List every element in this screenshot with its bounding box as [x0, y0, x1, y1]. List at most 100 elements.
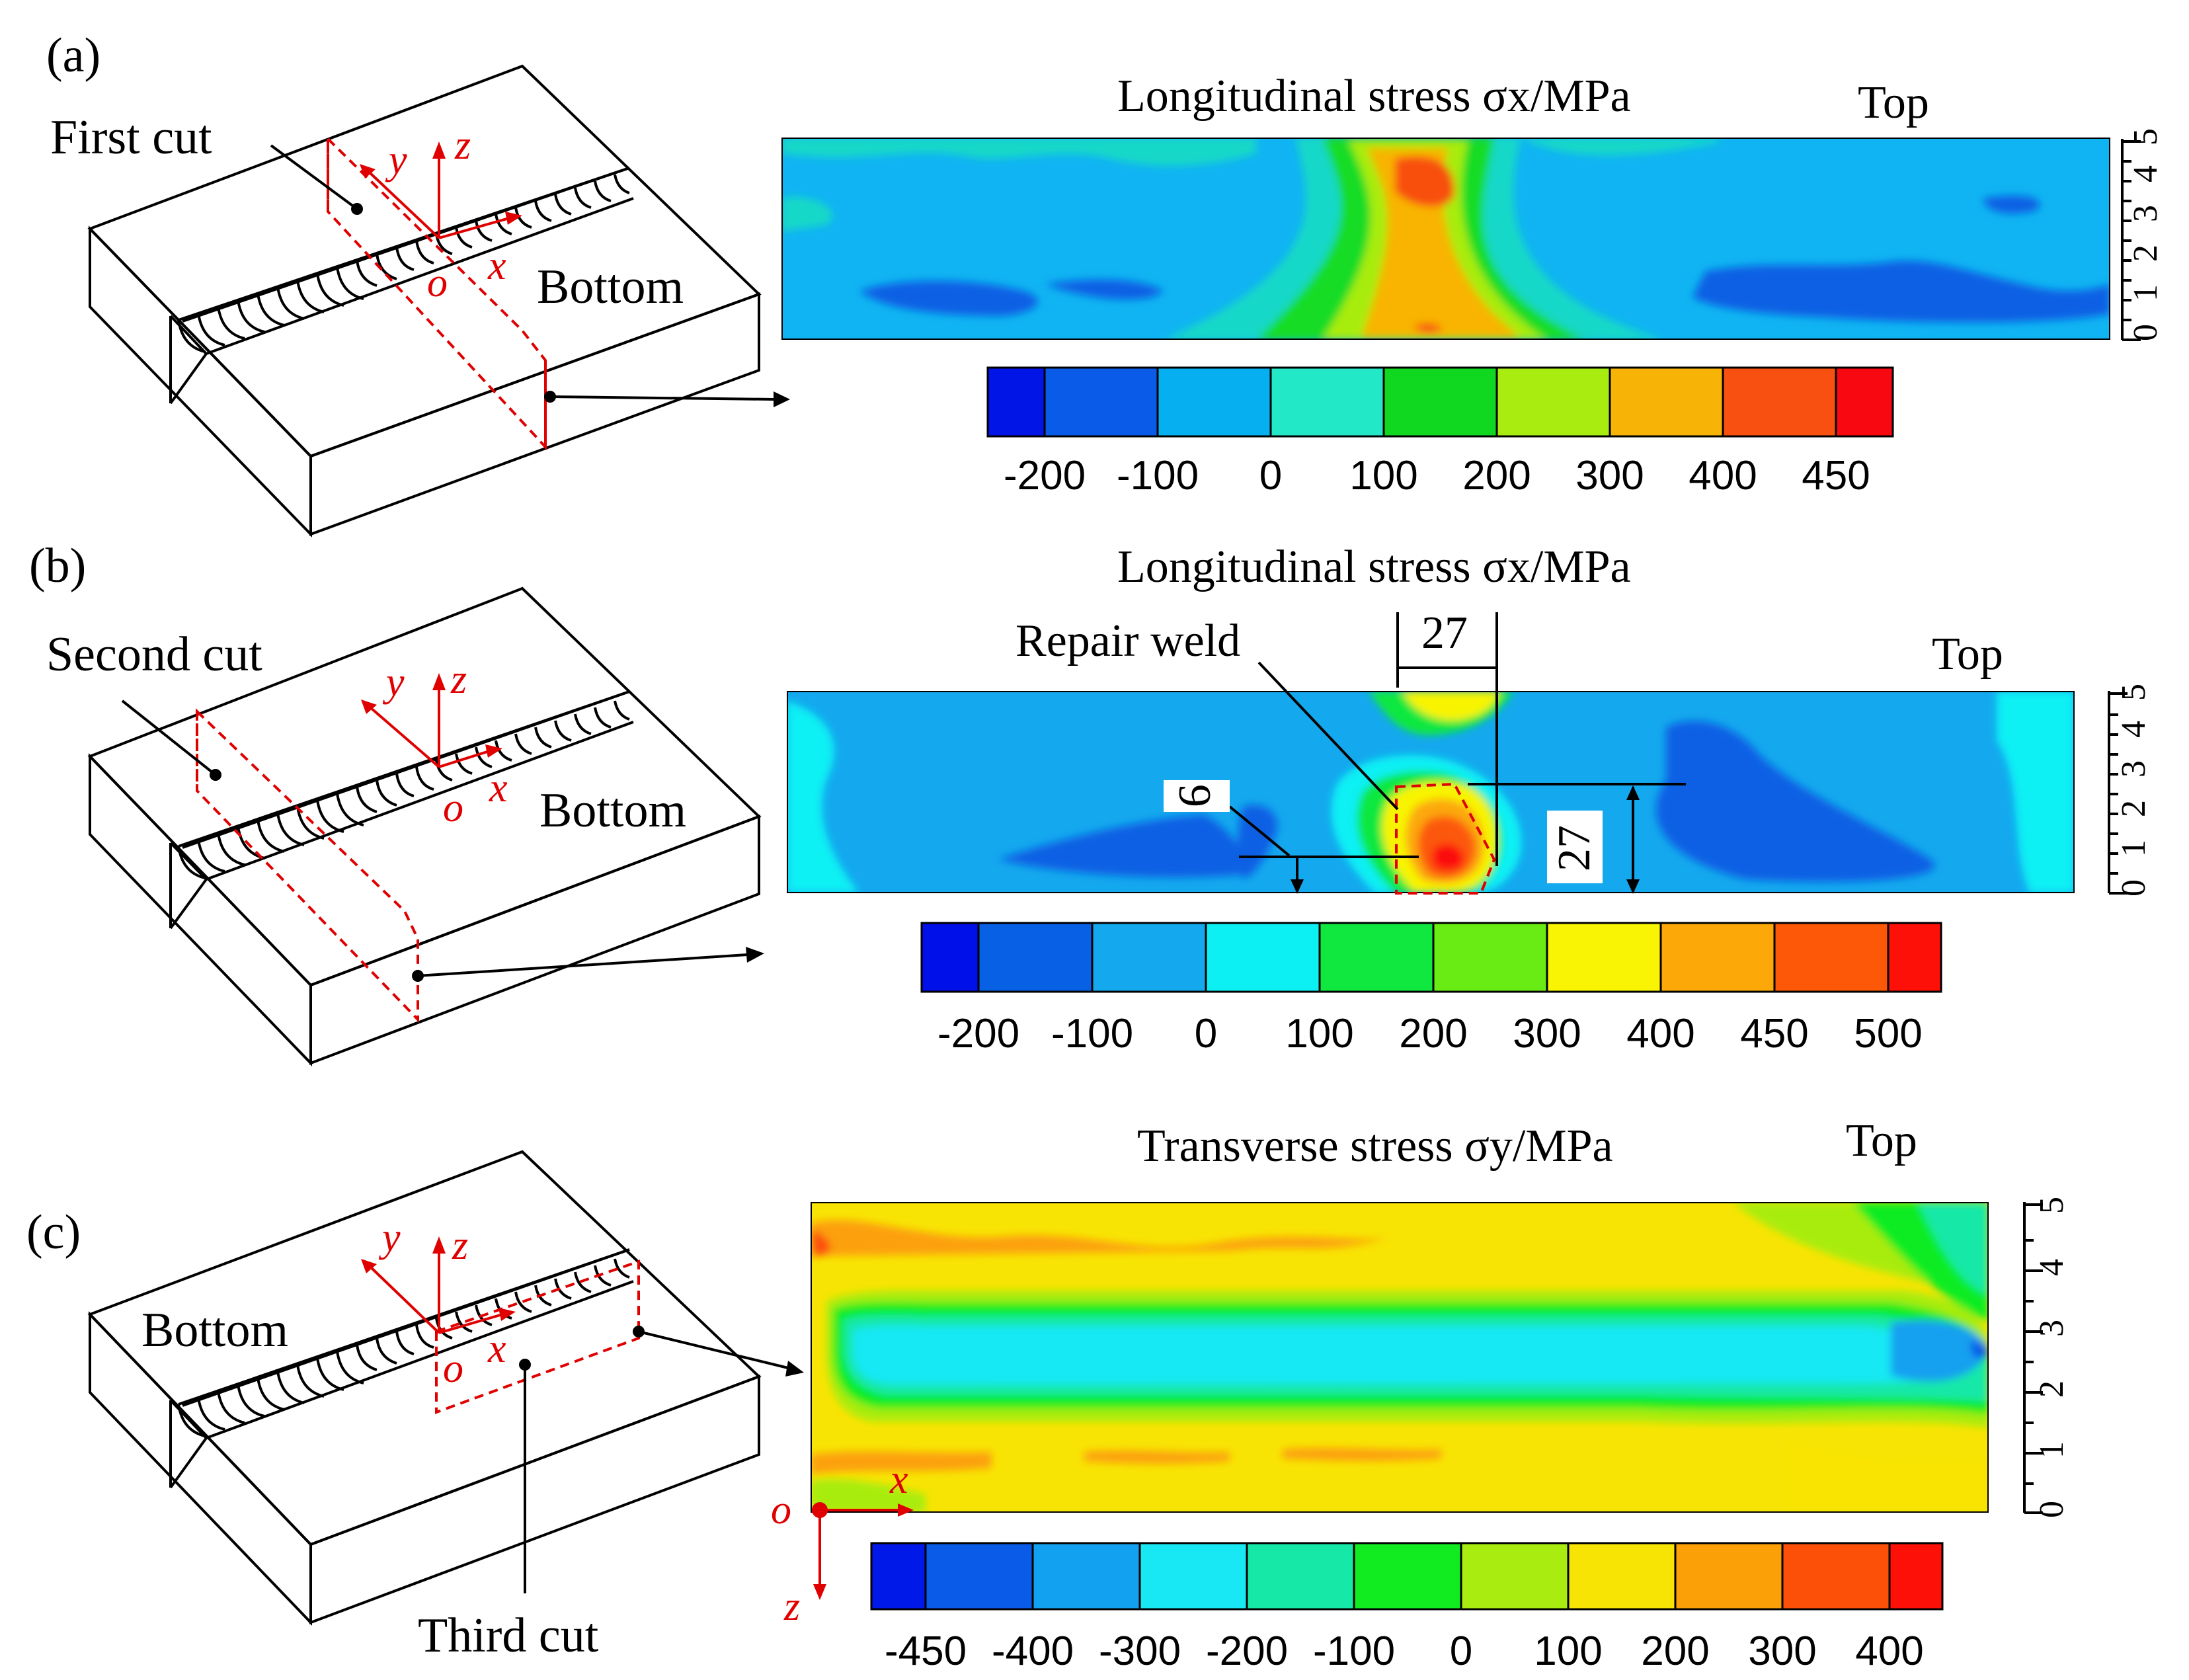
- axes-c: z y x o: [361, 1215, 516, 1391]
- weld-bead-a: [177, 167, 634, 355]
- colorbar-tick-label: 0: [1195, 1011, 1217, 1057]
- depth-scale-b: 0 1 2 3 4 5: [2108, 684, 2153, 897]
- colorbar-tick-label: 450: [1802, 453, 1870, 499]
- colorbar-tick-label: -200: [1004, 453, 1086, 499]
- colorbar-tick-label: 400: [1855, 1628, 1923, 1674]
- axes-a: z y x o: [360, 123, 522, 305]
- depth-scale-c: 0 1 2 3 4 5: [2023, 1197, 2071, 1518]
- scale-b-4: 4: [2115, 721, 2153, 738]
- colorbar-tick-label: 200: [1462, 453, 1531, 499]
- scale-c-1: 1: [2033, 1441, 2071, 1459]
- colorbar-swatch: [924, 1542, 1034, 1611]
- colorbar-tick-label: 300: [1748, 1628, 1816, 1674]
- axis-b-z: z: [450, 657, 467, 702]
- colorbar-swatch: [870, 1542, 927, 1611]
- colorbar-swatch: [1567, 1542, 1677, 1611]
- scale-a-1: 1: [2127, 284, 2165, 301]
- plot-axes-c: o x z: [771, 1457, 914, 1629]
- axis-b-o: o: [443, 785, 463, 830]
- axis-a-o: o: [427, 260, 448, 305]
- contour-a: [781, 138, 2110, 340]
- colorbar-tick-label: -100: [1313, 1628, 1395, 1674]
- depth-scale-a: 0 1 2 3 4 5: [2121, 128, 2165, 341]
- axes-b: z y x o: [361, 657, 508, 830]
- colorbar-swatch: [977, 922, 1094, 993]
- colorbar-tick-label: -100: [1051, 1011, 1133, 1057]
- colorbar-swatch: [1269, 366, 1385, 438]
- colorbar-tick-label: 400: [1689, 453, 1757, 499]
- colorbar-swatch: [1031, 1542, 1141, 1611]
- colorbar-swatch: [1353, 1542, 1462, 1611]
- scale-a-3: 3: [2127, 205, 2165, 222]
- colorbar-c: -450 -400 -300 -200 -100 0 100 200 300 400: [870, 1542, 1944, 1674]
- colorbar-tick-label: -200: [1206, 1628, 1288, 1674]
- colorbar-swatch: [1888, 1542, 1944, 1611]
- colorbar-tick-label: -200: [937, 1011, 1019, 1057]
- panel-c-top-label: Top: [1846, 1115, 1917, 1166]
- colorbar-swatch: [1246, 1542, 1355, 1611]
- scale-b-2: 2: [2115, 800, 2153, 817]
- panel-b-cut-label: Second cut: [46, 627, 262, 682]
- colorbar-swatch: [1781, 1542, 1891, 1611]
- panel-b-label: (b): [29, 539, 86, 593]
- axis-b-x: x: [489, 766, 508, 811]
- panel-a-cut-label: First cut: [50, 110, 212, 165]
- second-cut-plane: [196, 708, 419, 1023]
- colorbar-tick-label: 200: [1399, 1011, 1467, 1057]
- dim-height-label: 27: [1549, 825, 1600, 871]
- colorbar-tick-label: -100: [1117, 453, 1199, 499]
- panel-a-title: Longitudinal stress σx/MPa: [1117, 71, 1631, 122]
- panel-b-title: Longitudinal stress σx/MPa: [1117, 541, 1631, 592]
- panel-a-top-label: Top: [1858, 77, 1929, 128]
- scale-c-4: 4: [2033, 1259, 2071, 1276]
- panel-b: (b) Second cut Bottom: [29, 539, 2153, 1066]
- colorbar-swatch: [1091, 922, 1207, 993]
- colorbar-swatch: [986, 366, 1046, 438]
- colorbar-swatch: [1432, 922, 1548, 993]
- axis-c-x: x: [487, 1326, 506, 1371]
- plot-axis-o: o: [771, 1488, 791, 1533]
- colorbar-swatch: [1887, 922, 1942, 993]
- plate-b: [87, 586, 764, 1066]
- colorbar-swatch: [1156, 366, 1272, 438]
- colorbar-tick-label: -400: [992, 1628, 1074, 1674]
- scale-a-4: 4: [2127, 165, 2165, 182]
- colorbar-tick-label: 0: [1259, 453, 1282, 499]
- panel-a-face-label: Bottom: [537, 260, 684, 314]
- scale-a-5: 5: [2127, 128, 2165, 145]
- colorbar-a: -200 -100 0 100 200 300 400 450: [986, 366, 1894, 499]
- scale-c-5: 5: [2033, 1197, 2071, 1214]
- panel-c-label: (c): [26, 1205, 81, 1260]
- colorbar-swatch: [1722, 366, 1837, 438]
- colorbar-tick-label: 400: [1626, 1011, 1694, 1057]
- repair-weld-outline: [1395, 782, 1496, 895]
- dimensions-b: 27 27 9: [1164, 608, 1686, 895]
- panel-c: (c) Bottom Third cut: [26, 1115, 2071, 1674]
- panel-c-face-label: Bottom: [141, 1303, 288, 1357]
- scale-b-1: 1: [2115, 840, 2153, 857]
- axis-a-y: y: [385, 138, 407, 182]
- panel-c-cut-label: Third cut: [418, 1609, 599, 1663]
- first-cut-plane: [327, 136, 547, 451]
- colorbar-swatch: [1674, 1542, 1784, 1611]
- colorbar-tick-label: -300: [1099, 1628, 1181, 1674]
- panel-b-face-label: Bottom: [539, 783, 686, 838]
- plate-c: [87, 1150, 804, 1626]
- weld-bead-b: [177, 690, 634, 881]
- axis-c-y: y: [378, 1215, 401, 1260]
- colorbar-tick-label: 0: [1450, 1628, 1472, 1674]
- colorbar-swatch: [1609, 366, 1724, 438]
- scale-c-2: 2: [2033, 1380, 2071, 1398]
- colorbar-tick-label: -450: [885, 1628, 967, 1674]
- weld-bead-c: [177, 1248, 634, 1439]
- colorbar-tick-label: 450: [1740, 1011, 1808, 1057]
- colorbar-tick-label: 500: [1854, 1011, 1922, 1057]
- colorbar-swatch: [920, 922, 980, 993]
- colorbar-swatch: [1835, 366, 1894, 438]
- contour-c: [811, 1202, 1989, 1513]
- colorbar-swatch: [1495, 366, 1611, 438]
- colorbar-tick-label: 300: [1575, 453, 1644, 499]
- axis-a-x: x: [487, 243, 506, 288]
- colorbar-swatch: [1460, 1542, 1570, 1611]
- scale-a-0: 0: [2127, 324, 2165, 341]
